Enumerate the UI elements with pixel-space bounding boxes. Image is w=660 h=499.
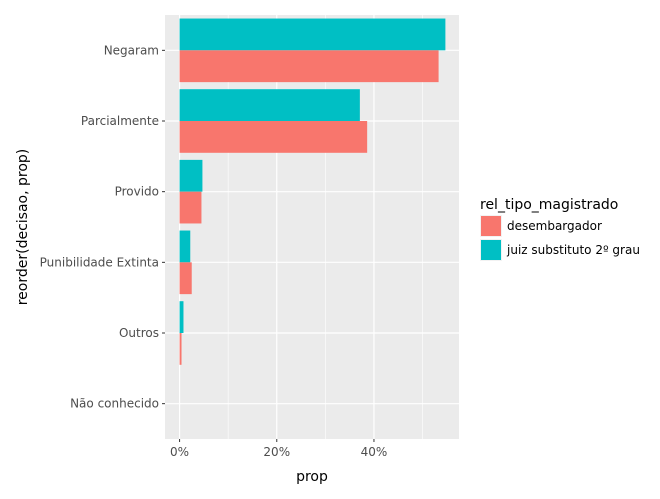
- x-tick-label: 40%: [361, 445, 388, 459]
- legend-swatch: [481, 216, 501, 236]
- legend: rel_tipo_magistrado desembargador juiz su…: [480, 197, 640, 261]
- legend-swatch: [481, 240, 501, 260]
- bar: [179, 301, 184, 333]
- bar: [179, 50, 439, 83]
- y-axis-title: reorder(decisao, prop): [15, 149, 31, 306]
- plot-panel: [165, 15, 459, 439]
- bar: [179, 191, 202, 224]
- x-tick-label: 0%: [170, 445, 189, 459]
- y-tick-labels: Negaram Parcialmente Provido Punibilidade E…: [40, 43, 165, 411]
- x-tick-label: 20%: [263, 445, 290, 459]
- legend-label: desembargador: [507, 219, 602, 233]
- bar: [179, 18, 446, 51]
- bar: [179, 121, 368, 153]
- legend-entries: desembargador juiz substituto 2º grau: [480, 215, 640, 261]
- bar: [179, 333, 182, 365]
- y-tick-label: Não conhecido: [70, 397, 159, 411]
- bars: [179, 18, 446, 365]
- y-tick-label: Outros: [119, 326, 159, 340]
- y-tick-label: Punibilidade Extinta: [40, 255, 159, 269]
- bar: [179, 230, 191, 263]
- bar: [179, 159, 203, 192]
- legend-title: rel_tipo_magistrado: [480, 197, 618, 213]
- y-tick-label: Parcialmente: [81, 114, 159, 128]
- x-tick-labels: 0% 20% 40%: [170, 439, 387, 459]
- bar: [179, 89, 360, 121]
- y-tick-label: Negaram: [104, 43, 159, 57]
- y-tick-label: Provido: [115, 185, 159, 199]
- legend-label: juiz substituto 2º grau: [506, 243, 640, 257]
- x-axis-title: prop: [296, 469, 328, 485]
- bar: [179, 262, 192, 295]
